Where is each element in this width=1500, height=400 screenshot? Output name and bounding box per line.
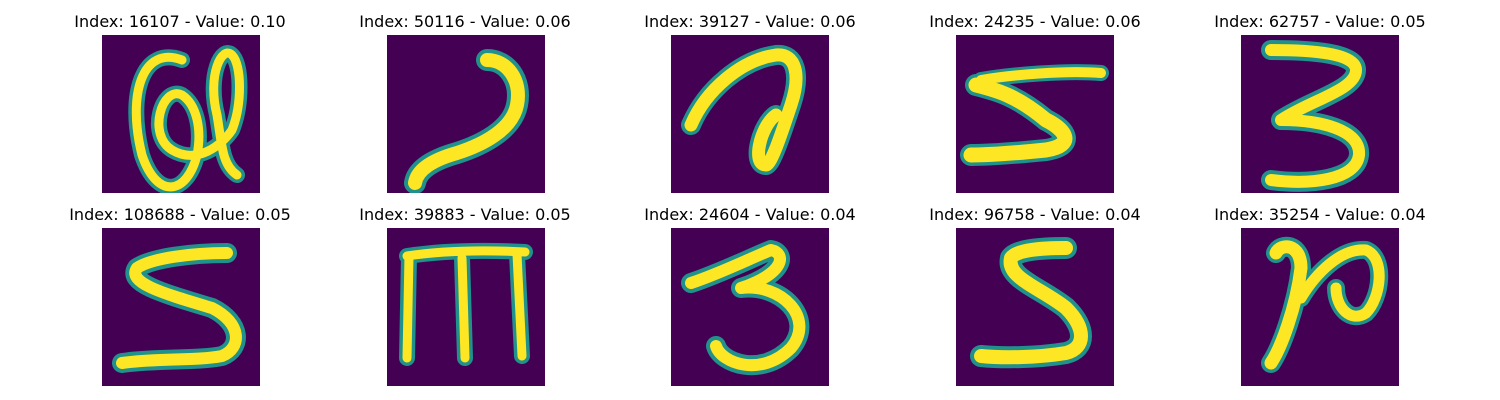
panel-title-3: Index: 39127 - Value: 0.06	[644, 12, 856, 31]
digit-image-9	[956, 228, 1114, 386]
digit-image-2	[387, 35, 545, 193]
handwritten-glyph-icon	[681, 44, 806, 175]
handwritten-glyph-icon	[1261, 236, 1389, 373]
handwritten-glyph-icon	[399, 242, 533, 366]
handwritten-glyph-icon	[960, 64, 1109, 166]
digit-image-10	[1241, 228, 1399, 386]
digit-image-1	[102, 35, 260, 193]
digit-image-5	[1241, 35, 1399, 193]
handwritten-glyph-icon	[970, 237, 1092, 369]
digit-image-6	[102, 228, 260, 386]
digit-image-3	[671, 35, 829, 193]
panel-title-4: Index: 24235 - Value: 0.06	[929, 12, 1141, 31]
panel-title-2: Index: 50116 - Value: 0.06	[359, 12, 571, 31]
handwritten-glyph-icon	[128, 45, 248, 193]
digit-image-4	[956, 35, 1114, 193]
handwritten-glyph-icon	[1261, 40, 1369, 192]
digit-image-8	[671, 228, 829, 386]
panel-title-10: Index: 35254 - Value: 0.04	[1214, 205, 1426, 224]
panel-title-9: Index: 96758 - Value: 0.04	[929, 205, 1141, 224]
handwritten-glyph-icon	[404, 49, 529, 193]
panel-title-1: Index: 16107 - Value: 0.10	[74, 12, 286, 31]
panel-title-8: Index: 24604 - Value: 0.04	[644, 205, 856, 224]
panel-title-5: Index: 62757 - Value: 0.05	[1214, 12, 1426, 31]
panel-title-6: Index: 108688 - Value: 0.05	[69, 205, 291, 224]
handwritten-glyph-icon	[112, 243, 246, 373]
handwritten-glyph-icon	[681, 240, 810, 376]
digit-image-7	[387, 228, 545, 386]
panel-title-7: Index: 39883 - Value: 0.05	[359, 205, 571, 224]
